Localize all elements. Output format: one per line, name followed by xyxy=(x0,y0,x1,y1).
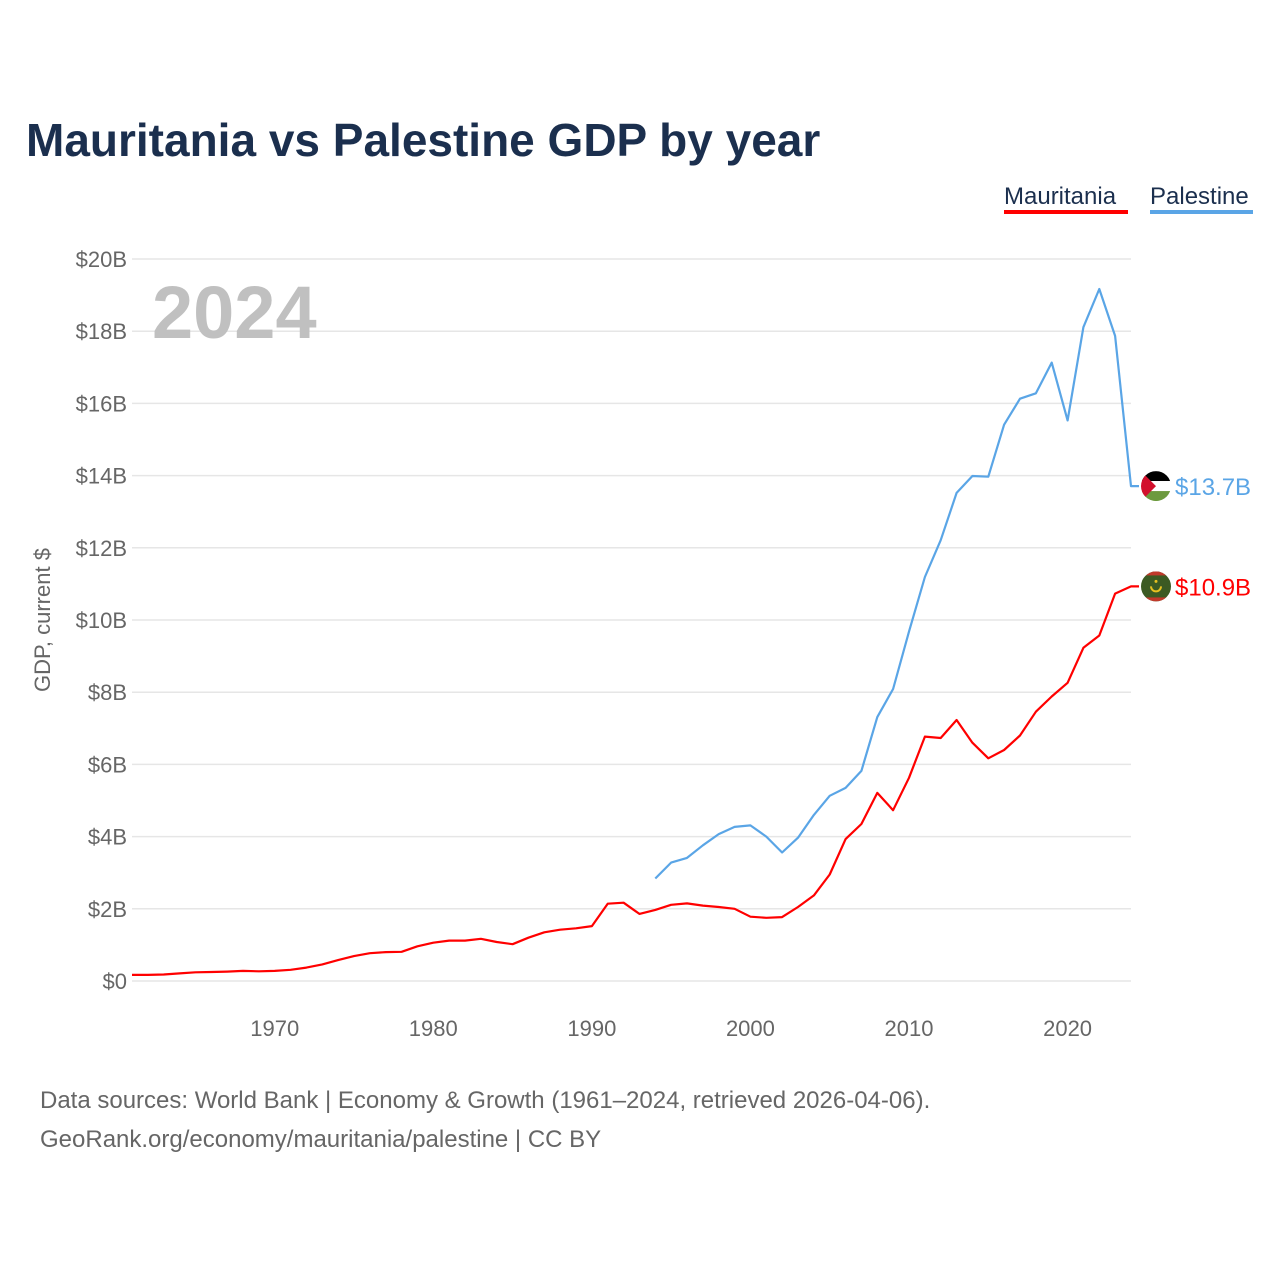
x-tick-label: 1990 xyxy=(567,1016,616,1041)
y-tick-label: $16B xyxy=(76,391,127,416)
series-line-mauritania xyxy=(132,585,1139,977)
chart-title: Mauritania vs Palestine GDP by year xyxy=(26,114,820,166)
y-tick-label: $10B xyxy=(76,608,127,633)
y-tick-label: $6B xyxy=(88,752,127,777)
end-value-label: $13.7B xyxy=(1175,474,1251,501)
end-labels: $10.9B $13.7B xyxy=(1141,471,1251,602)
y-tick-label: $2B xyxy=(88,897,127,922)
x-tick-label: 1980 xyxy=(409,1016,458,1041)
end-value-label: $10.9B xyxy=(1175,574,1251,601)
grid: $0 $2B $4B $6B $8B $10B $12B $14B $16B $18B $20B 19… xyxy=(76,247,1131,1041)
y-tick-label: $20B xyxy=(76,247,127,272)
y-tick-label: $18B xyxy=(76,319,127,344)
y-tick-label: $8B xyxy=(88,680,127,705)
footer-credit[interactable]: GeoRank.org/economy/mauritania/palestine… xyxy=(40,1126,601,1153)
x-tick-label: 2020 xyxy=(1043,1016,1092,1041)
y-tick-label: $0 xyxy=(103,969,127,994)
x-tick-label: 1970 xyxy=(250,1016,299,1041)
footer-sources: Data sources: World Bank | Economy & Gro… xyxy=(40,1087,930,1114)
mauritania-flag-icon xyxy=(1141,571,1171,602)
x-tick-label: 2000 xyxy=(726,1016,775,1041)
series-lines xyxy=(132,287,1139,977)
legend: Mauritania Palestine xyxy=(1004,183,1253,214)
legend-swatch xyxy=(1004,210,1128,214)
y-tick-label: $4B xyxy=(88,825,127,850)
y-tick-label: $14B xyxy=(76,464,127,489)
y-axis-label: GDP, current $ xyxy=(30,548,55,692)
legend-item-palestine[interactable]: Palestine xyxy=(1150,183,1249,210)
legend-swatch xyxy=(1150,210,1253,214)
y-tick-label: $12B xyxy=(76,536,127,561)
year-watermark: 2024 xyxy=(152,271,317,354)
x-tick-label: 2010 xyxy=(885,1016,934,1041)
series-line-palestine xyxy=(654,287,1139,880)
palestine-flag-icon xyxy=(1141,471,1171,502)
legend-item-mauritania[interactable]: Mauritania xyxy=(1004,183,1117,210)
